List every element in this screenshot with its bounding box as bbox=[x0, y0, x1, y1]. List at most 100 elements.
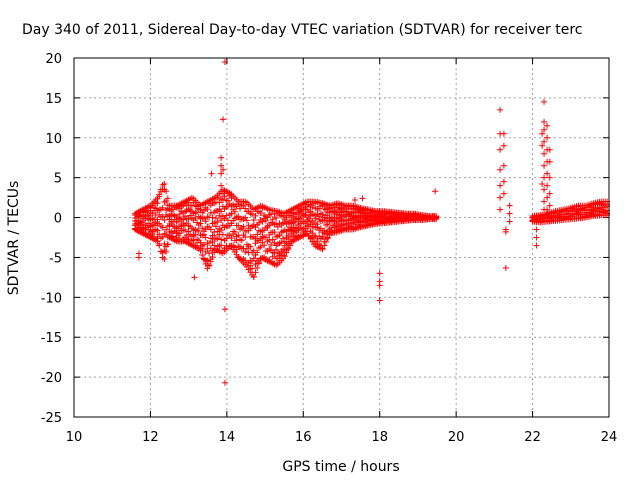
data-point bbox=[252, 212, 259, 219]
data-point bbox=[161, 256, 168, 263]
data-point bbox=[497, 194, 504, 201]
data-point bbox=[163, 248, 170, 255]
data-point bbox=[221, 379, 228, 386]
data-point bbox=[316, 213, 323, 220]
data-point bbox=[214, 235, 221, 242]
data-point bbox=[197, 239, 204, 246]
data-point bbox=[255, 260, 262, 267]
data-point bbox=[539, 181, 546, 188]
data-point bbox=[250, 273, 257, 280]
data-point bbox=[209, 214, 216, 221]
data-point bbox=[159, 204, 166, 211]
data-point bbox=[539, 142, 546, 149]
data-point bbox=[151, 222, 158, 229]
data-point bbox=[257, 243, 264, 250]
data-point bbox=[206, 250, 213, 257]
data-point bbox=[218, 208, 225, 215]
data-point bbox=[546, 190, 553, 197]
data-point bbox=[249, 211, 256, 218]
data-point bbox=[242, 234, 249, 241]
data-point bbox=[546, 146, 553, 153]
data-point bbox=[500, 130, 507, 137]
data-point bbox=[500, 162, 507, 169]
data-point bbox=[497, 182, 504, 189]
x-tick-label: 12 bbox=[142, 430, 159, 445]
data-point bbox=[221, 215, 228, 222]
data-point bbox=[432, 188, 439, 195]
data-point bbox=[156, 242, 163, 249]
data-point bbox=[190, 237, 197, 244]
data-point bbox=[204, 245, 211, 252]
y-tick-label: -10 bbox=[41, 291, 62, 306]
data-point bbox=[309, 204, 316, 211]
plot-frame bbox=[73, 57, 610, 418]
data-point bbox=[218, 162, 225, 169]
data-point bbox=[252, 261, 259, 268]
data-point bbox=[237, 205, 244, 212]
data-point bbox=[541, 174, 548, 181]
data-point bbox=[164, 241, 171, 248]
data-point bbox=[192, 215, 199, 222]
data-point bbox=[209, 253, 216, 260]
data-point bbox=[351, 197, 358, 204]
data-point bbox=[544, 182, 551, 189]
data-point bbox=[154, 227, 161, 234]
data-point bbox=[211, 219, 218, 226]
data-point bbox=[216, 212, 223, 219]
y-tick-label: -15 bbox=[41, 331, 62, 346]
data-point bbox=[502, 226, 509, 233]
data-point bbox=[221, 58, 228, 65]
data-point bbox=[274, 223, 281, 230]
data-point bbox=[283, 249, 290, 256]
data-point bbox=[285, 246, 292, 253]
data-point bbox=[242, 214, 249, 221]
data-point bbox=[163, 226, 170, 233]
data-point bbox=[267, 241, 274, 248]
data-point bbox=[254, 264, 261, 271]
x-axis-title: GPS time / hours bbox=[282, 459, 399, 475]
data-point bbox=[212, 223, 219, 230]
x-tick-label: 24 bbox=[601, 430, 618, 445]
data-point bbox=[321, 227, 328, 234]
data-point bbox=[280, 246, 287, 253]
data-point bbox=[202, 234, 209, 241]
data-point bbox=[180, 216, 187, 223]
x-tick-label: 16 bbox=[295, 430, 312, 445]
data-point bbox=[228, 210, 235, 217]
data-point bbox=[541, 98, 548, 105]
x-tick-label: 20 bbox=[448, 430, 465, 445]
data-point bbox=[286, 212, 293, 219]
data-point bbox=[185, 215, 192, 222]
data-point bbox=[235, 232, 242, 239]
y-tick-label: 5 bbox=[54, 172, 62, 187]
data-point bbox=[506, 210, 513, 217]
data-point bbox=[500, 178, 507, 185]
data-point bbox=[216, 199, 223, 206]
data-point bbox=[197, 220, 204, 227]
data-point bbox=[500, 190, 507, 197]
data-point bbox=[191, 274, 198, 281]
data-point bbox=[541, 150, 548, 157]
data-point bbox=[235, 222, 242, 229]
data-point bbox=[228, 234, 235, 241]
data-point bbox=[544, 206, 551, 213]
data-point bbox=[286, 242, 293, 249]
data-point bbox=[502, 264, 509, 271]
data-points bbox=[132, 58, 611, 386]
data-point bbox=[497, 106, 504, 113]
data-point bbox=[202, 218, 209, 225]
data-point bbox=[506, 202, 513, 209]
data-point bbox=[161, 181, 168, 188]
data-point bbox=[218, 182, 225, 189]
data-point bbox=[231, 208, 238, 215]
data-point bbox=[285, 232, 292, 239]
data-point bbox=[255, 220, 262, 227]
y-tick-label: -20 bbox=[41, 371, 62, 386]
data-point bbox=[541, 126, 548, 133]
data-point bbox=[544, 170, 551, 177]
data-point bbox=[159, 213, 166, 220]
y-axis-title: SDTVAR / TECUs bbox=[6, 181, 22, 296]
data-point bbox=[202, 260, 209, 267]
data-point bbox=[546, 202, 553, 209]
y-tick-label: 10 bbox=[45, 132, 62, 147]
